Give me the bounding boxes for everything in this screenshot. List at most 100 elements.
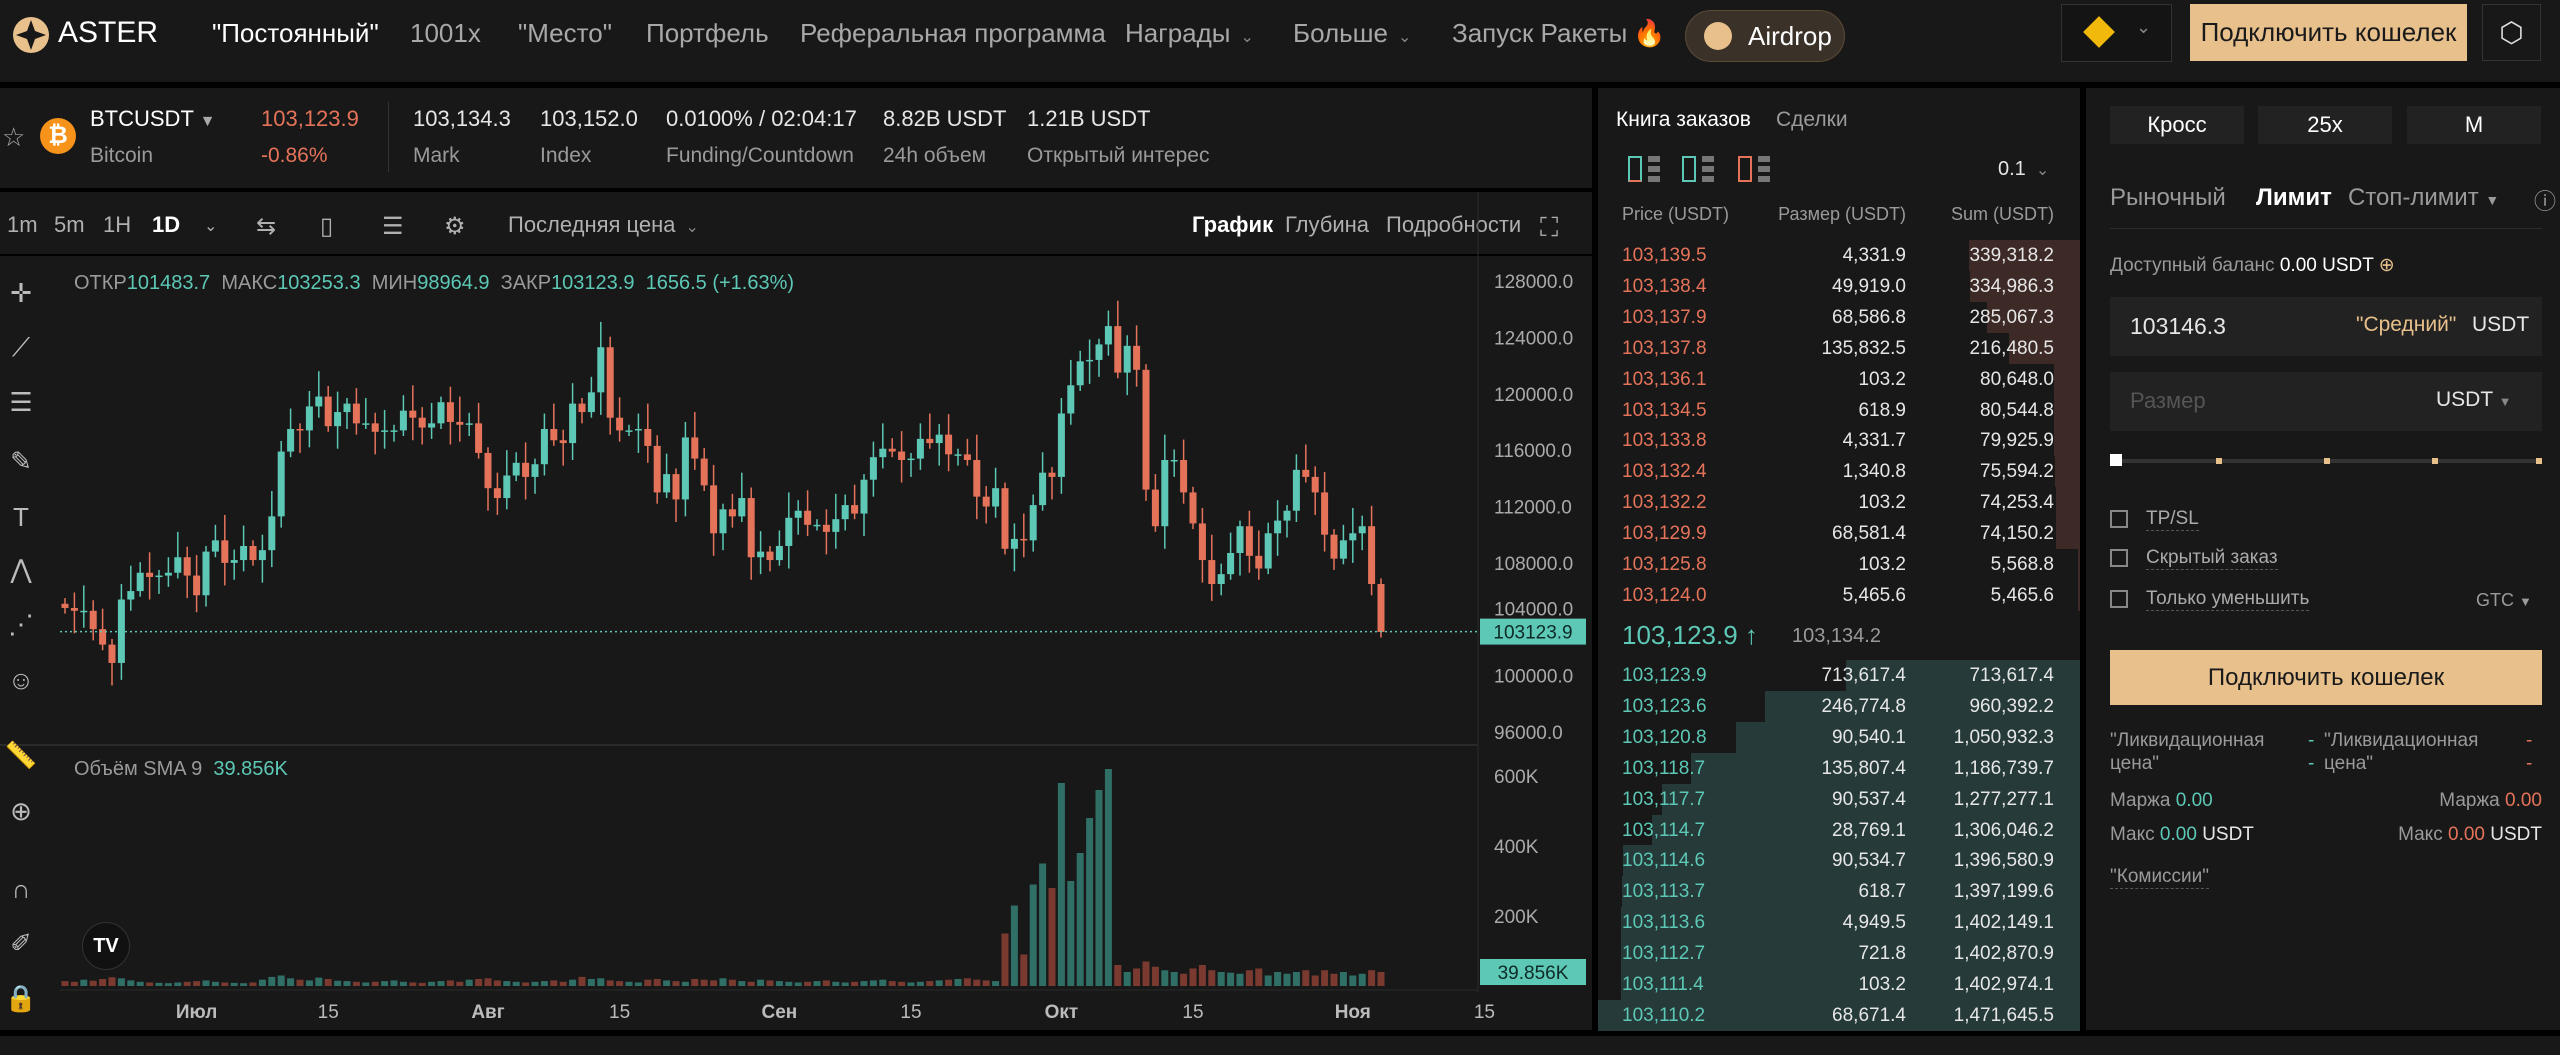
size-slider[interactable] (2110, 454, 2542, 466)
tradingview-logo-icon[interactable]: TV (82, 922, 130, 970)
time-in-force-selector[interactable]: GTC ▼ (2476, 590, 2532, 611)
tab-chart[interactable]: График (1192, 212, 1274, 237)
bid-row[interactable]: 103,123.9 713,617.4 713,617.4 (1598, 660, 2080, 691)
brush-icon[interactable]: ✎ (10, 446, 32, 476)
ask-row[interactable]: 103,136.1 103.2 80,648.0 (1598, 363, 2080, 395)
ask-row[interactable]: 103,124.0 5,465.6 5,465.6 (1598, 579, 2080, 611)
network-selector[interactable]: ⌄ (2061, 4, 2172, 62)
bid-row[interactable]: 103,112.7 721.8 1,402,870.9 (1598, 938, 2080, 970)
forecast-icon[interactable]: ⋰ (8, 609, 34, 639)
bid-row[interactable]: 103,117.7 90,537.4 1,277,277.1 (1598, 783, 2080, 815)
nav-spot[interactable]: "Место" (518, 18, 612, 48)
interval-5m[interactable]: 5m (54, 212, 85, 237)
chart-settings-gear-icon[interactable]: ⚙ (444, 213, 466, 240)
row-sum: 80,544.8 (1980, 399, 2054, 421)
nav-portfolio[interactable]: Портфель (646, 18, 769, 48)
book-asks-view-icon[interactable] (1738, 156, 1752, 182)
bid-row[interactable]: 103,114.7 28,769.1 1,306,046.2 (1598, 814, 2080, 846)
lock-drawing-icon[interactable]: ✐ (10, 928, 32, 958)
pattern-icon[interactable]: ⋀ (10, 554, 32, 584)
interval-1m[interactable]: 1m (7, 212, 38, 237)
bid-row[interactable]: 103,113.6 4,949.5 1,402,149.1 (1598, 907, 2080, 939)
tab-stop-limit[interactable]: Стоп-лимит ▼ (2348, 184, 2499, 212)
interval-1h[interactable]: 1H (103, 212, 132, 237)
slider-handle[interactable] (2110, 454, 2122, 466)
ask-row[interactable]: 103,125.8 103.2 5,568.8 (1598, 549, 2080, 580)
ask-row[interactable]: 103,134.5 618.9 80,544.8 (1598, 394, 2080, 426)
volume-bar (155, 982, 163, 986)
price-type-selector[interactable]: Последняя цена ⌄ (508, 212, 699, 238)
brand-name[interactable]: ASTER (58, 16, 159, 49)
tick-size-selector[interactable]: 0.1 ⌄ (1998, 158, 2049, 181)
reduce-only-checkbox[interactable] (2110, 590, 2128, 608)
bid-row[interactable]: 103,118.7 135,807.4 1,186,739.7 (1598, 752, 2080, 784)
ruler-icon[interactable]: 📏 (4, 740, 38, 770)
volume-tick-label: 200K (1494, 907, 1539, 928)
nav-more[interactable]: Больше ⌄ (1293, 18, 1411, 49)
nav-rocket-launch[interactable]: Запуск Ракеты 🔥 (1452, 18, 1666, 49)
ask-row[interactable]: 103,132.2 103.2 74,253.4 (1598, 487, 2080, 519)
leverage-button[interactable]: 25x (2258, 106, 2392, 144)
settings-gear-icon[interactable]: ⬡ (2482, 4, 2541, 61)
ask-row[interactable]: 103,133.8 4,331.7 79,925.9 (1598, 425, 2080, 457)
price-input[interactable]: 103146.3 "Средний" USDT (2110, 297, 2542, 356)
nav-referral[interactable]: Реферальная программа (800, 18, 1106, 48)
tab-limit[interactable]: Лимит (2256, 184, 2332, 211)
chevron-down-icon[interactable]: ⌄ (204, 218, 218, 235)
interval-1d[interactable]: 1D (152, 212, 181, 237)
text-icon[interactable]: T (13, 502, 29, 532)
row-sum: 334,986.3 (1969, 275, 2054, 297)
mid-price-button[interactable]: "Средний" (2356, 313, 2457, 336)
nav-perpetual[interactable]: "Постоянный" (212, 18, 379, 48)
max-unit: USDT (2490, 824, 2542, 845)
size-unit-selector[interactable]: USDT ▼ (2436, 388, 2512, 412)
favorite-star-icon[interactable]: ☆ (2, 122, 26, 152)
ask-row[interactable]: 103,129.9 68,581.4 74,150.2 (1598, 518, 2080, 550)
bid-row[interactable]: 103,114.6 90,534.7 1,396,580.9 (1598, 845, 2080, 877)
book-bids-view-icon[interactable] (1682, 156, 1696, 182)
ask-row[interactable]: 103,132.4 1,340.8 75,594.2 (1598, 456, 2080, 488)
bid-row[interactable]: 103,120.8 90,540.1 1,050,932.3 (1598, 721, 2080, 753)
add-funds-icon[interactable]: ⊕ (2378, 255, 2395, 276)
row-sum: 75,594.2 (1980, 461, 2054, 483)
trend-line-icon[interactable]: ⟋ (11, 332, 31, 362)
hidden-order-checkbox[interactable] (2110, 549, 2128, 567)
magnet-icon[interactable]: ∩ (11, 874, 31, 904)
emoji-icon[interactable]: ☺ (7, 665, 35, 695)
crosshair-icon[interactable]: ✛ (10, 278, 32, 308)
price-chart[interactable]: 128000.0 124000.0 120000.0 116000.0 112000.0… (0, 192, 1592, 1030)
nav-rewards[interactable]: Награды ⌄ (1125, 18, 1254, 49)
connect-wallet-button[interactable]: Подключить кошелек (2110, 650, 2542, 705)
fees-link[interactable]: "Комиссии" (2110, 866, 2210, 889)
tab-order-book[interactable]: Книга заказов (1616, 108, 1751, 131)
tab-trades[interactable]: Сделки (1776, 108, 1848, 131)
ask-row[interactable]: 103,138.4 49,919.0 334,986.3 (1598, 270, 2080, 302)
bid-row[interactable]: 103,123.6 246,774.8 960,392.2 (1598, 690, 2080, 722)
connect-wallet-button[interactable]: Подключить кошелек (2190, 4, 2467, 61)
bid-row[interactable]: 103,110.2 68,671.4 1,471,645.5 (1598, 999, 2080, 1031)
fullscreen-icon[interactable]: ⛶ (1540, 212, 1559, 242)
tpsl-checkbox[interactable] (2110, 510, 2128, 528)
tab-market[interactable]: Рыночный (2110, 184, 2226, 211)
tab-details[interactable]: Подробности (1386, 212, 1522, 237)
nav-1001x[interactable]: 1001x (410, 18, 481, 48)
zoom-in-icon[interactable]: ⊕ (10, 796, 32, 826)
horizontal-lines-icon[interactable]: ☰ (9, 387, 33, 417)
indicators-icon[interactable]: ⇆ (256, 213, 277, 240)
lock-icon[interactable]: 🔒 (4, 983, 38, 1013)
bid-row[interactable]: 103,113.7 618.7 1,397,199.6 (1598, 876, 2080, 908)
position-mode-button[interactable]: M (2407, 106, 2541, 144)
symbol-selector[interactable]: BTCUSDT ▼ (90, 106, 215, 132)
tab-depth[interactable]: Глубина (1285, 212, 1370, 237)
info-icon[interactable]: ⓘ (2534, 189, 2557, 214)
size-input[interactable]: Размер USDT ▼ (2110, 372, 2542, 431)
ask-row[interactable]: 103,139.5 4,331.9 339,318.2 (1598, 240, 2080, 271)
candle-type-icon[interactable]: ▯ (320, 213, 334, 240)
ask-row[interactable]: 103,137.9 68,586.8 285,067.3 (1598, 301, 2080, 333)
templates-icon[interactable]: ☰ (382, 213, 404, 240)
ask-row[interactable]: 103,137.8 135,832.5 216,480.5 (1598, 332, 2080, 364)
airdrop-button[interactable]: Airdrop (1685, 10, 1845, 62)
bid-row[interactable]: 103,111.4 103.2 1,402,974.1 (1598, 969, 2080, 1000)
book-both-view-icon[interactable] (1628, 156, 1642, 182)
margin-mode-button[interactable]: Кросс (2110, 106, 2244, 144)
